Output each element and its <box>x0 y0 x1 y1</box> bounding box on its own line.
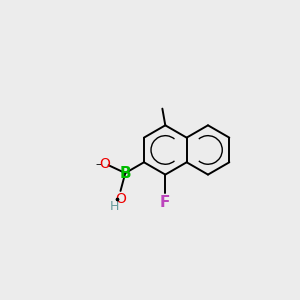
Text: O: O <box>115 192 126 206</box>
Text: B: B <box>119 166 131 181</box>
Text: O: O <box>99 158 110 172</box>
Text: F: F <box>160 195 170 210</box>
Text: –: – <box>95 160 101 170</box>
Text: H: H <box>110 200 119 213</box>
